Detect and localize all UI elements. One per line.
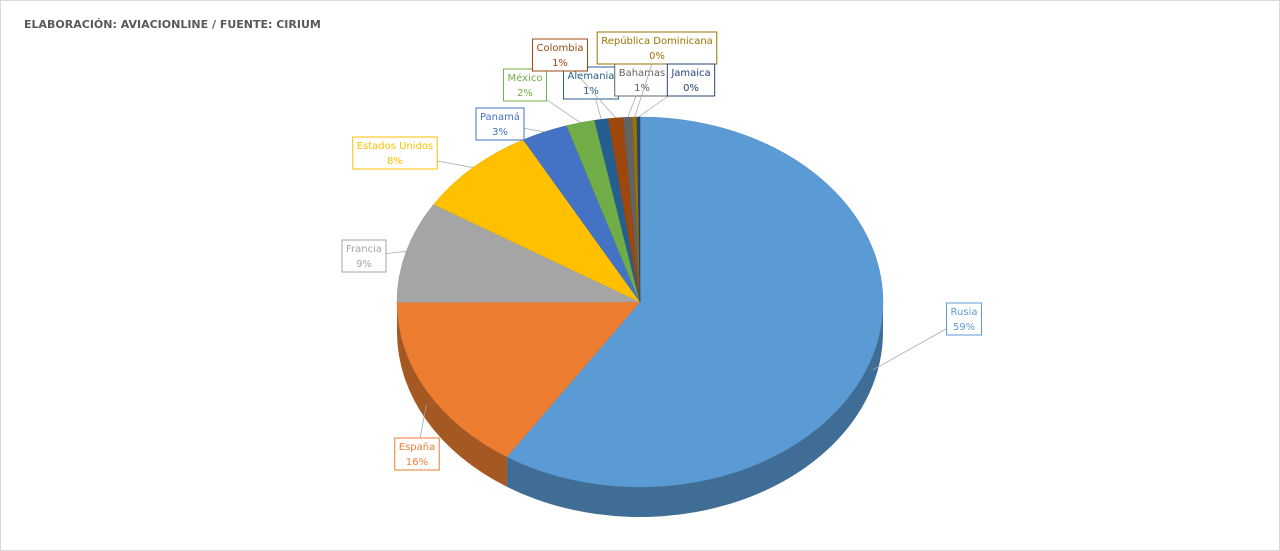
chart-title: ELABORACIÓN: AVIACIONLINE / FUENTE: CIRI…	[24, 18, 321, 31]
data-label: Rusia 59%	[946, 302, 982, 336]
data-label: Bahamas 1%	[614, 63, 670, 97]
category-label: Panamá	[480, 111, 520, 123]
data-label: Estados Unidos 8%	[352, 136, 438, 170]
data-label: Jamaica 0%	[666, 63, 716, 97]
label-box	[596, 31, 718, 65]
slice-side	[506, 302, 883, 517]
category-label: Estados Unidos	[357, 141, 434, 152]
category-label: Rusia	[951, 307, 978, 318]
value-label: 1%	[634, 83, 650, 94]
data-label: México 2%	[503, 68, 547, 102]
data-label: España 16%	[394, 437, 440, 471]
data-label: República Dominicana 0%	[596, 31, 718, 65]
category-label: Colombia	[537, 43, 584, 54]
data-label: Colombia 1%	[532, 38, 588, 72]
value-label: 3%	[492, 127, 508, 138]
label-box	[532, 38, 588, 72]
label-box	[666, 63, 716, 97]
category-label: Jamaica	[670, 68, 710, 79]
label-box	[475, 107, 525, 141]
data-label: Alemania 1%	[563, 66, 619, 100]
value-label: 2%	[517, 88, 533, 99]
value-label: 0%	[649, 51, 665, 62]
value-label: 9%	[356, 259, 372, 270]
value-label: 8%	[387, 156, 403, 167]
label-box	[503, 68, 547, 102]
value-label: 59%	[953, 322, 975, 333]
slice-side	[397, 302, 507, 487]
category-label: Bahamas	[619, 68, 666, 79]
label-box	[352, 136, 438, 170]
label-box	[394, 437, 440, 471]
label-box	[946, 302, 982, 336]
category-label: República Dominicana	[601, 35, 713, 47]
label-box	[614, 63, 670, 97]
category-label: México	[508, 72, 543, 84]
category-label: España	[399, 442, 435, 453]
label-box	[563, 66, 619, 100]
slice	[506, 116, 884, 488]
slice	[396, 301, 641, 458]
value-label: 1%	[583, 86, 599, 97]
value-label: 0%	[683, 83, 699, 94]
data-label: Panamá 3%	[475, 107, 525, 141]
label-box	[341, 239, 387, 273]
data-label: Francia 9%	[341, 239, 387, 273]
slice	[396, 204, 641, 303]
value-label: 16%	[406, 457, 428, 468]
value-label: 1%	[552, 58, 568, 69]
category-label: Alemania	[568, 71, 615, 82]
category-label: Francia	[346, 244, 382, 255]
